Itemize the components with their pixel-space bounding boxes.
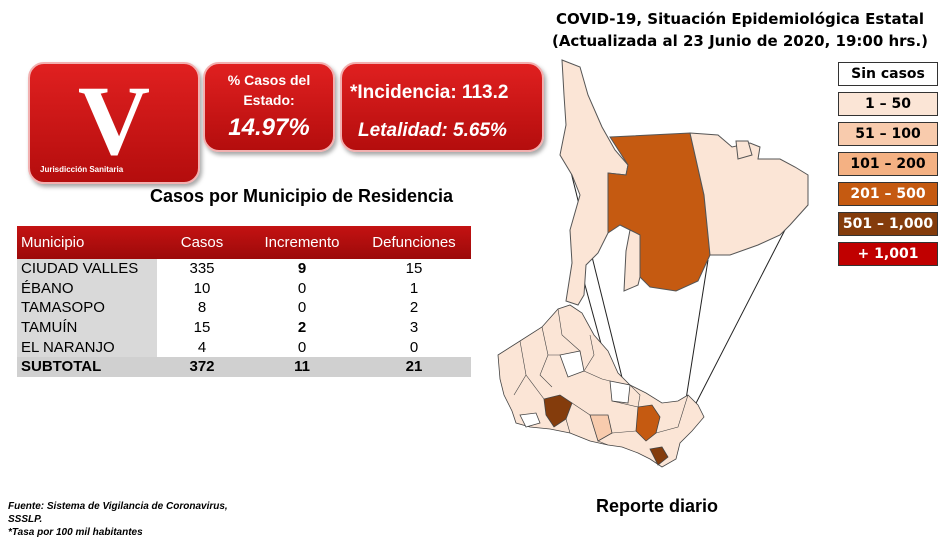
jurisdiction-tile: V Jurisdicción Sanitaria	[28, 62, 200, 184]
cell-incremento: 9	[247, 259, 357, 279]
incidence-tile: *Incidencia: 113.2 Letalidad: 5.65%	[340, 62, 544, 152]
cell-municipio: TAMUÍN	[17, 317, 157, 338]
page-title-line-1: COVID-19, Situación Epidemiológica Estat…	[555, 10, 925, 28]
legend-item: 501 – 1,000	[838, 212, 938, 236]
municipio-region	[735, 140, 753, 160]
page-title: COVID-19, Situación Epidemiológica Estat…	[540, 8, 940, 52]
municipio-region	[559, 59, 629, 306]
map-legend: Sin casos 1 – 50 51 – 100 101 – 200 201 …	[838, 62, 938, 272]
cell-incremento: 0	[247, 337, 357, 357]
table-row: TAMUÍN 15 2 3	[17, 317, 471, 338]
footer-note: *Tasa por 100 mil habitantes	[8, 527, 143, 538]
subtotal-row: SUBTOTAL 372 11 21	[17, 356, 471, 377]
cell-defunciones: 0	[357, 337, 471, 357]
cell-casos: 335	[157, 259, 247, 279]
table-row: ÉBANO 10 0 1	[17, 278, 471, 299]
col-header-municipio: Municipio	[17, 226, 157, 259]
col-header-casos: Casos	[157, 226, 247, 259]
table-title: Casos por Municipio de Residencia	[150, 186, 454, 206]
cell-defunciones: 3	[357, 317, 471, 338]
subtotal-incremento: 11	[247, 356, 357, 377]
zoom-region	[559, 59, 809, 306]
municipio-region	[519, 412, 541, 428]
state-outline	[497, 304, 705, 468]
cell-defunciones: 2	[357, 298, 471, 318]
col-header-incremento: Incremento	[247, 226, 357, 259]
table-row: TAMASOPO 8 0 2	[17, 298, 471, 318]
cell-casos: 10	[157, 278, 247, 299]
jurisdiction-caption: Jurisdicción Sanitaria	[40, 165, 124, 174]
cell-municipio: ÉBANO	[17, 278, 157, 299]
page-title-line-2: (Actualizada al 23 Junio de 2020, 19:00 …	[551, 32, 929, 50]
cell-municipio: EL NARANJO	[17, 337, 157, 357]
legend-item: 1 – 50	[838, 92, 938, 116]
subtotal-defunciones: 21	[357, 356, 471, 377]
table-header-row: Municipio Casos Incremento Defunciones	[17, 226, 471, 259]
cell-defunciones: 1	[357, 278, 471, 299]
legend-item: + 1,001	[838, 242, 938, 266]
cell-municipio: TAMASOPO	[17, 298, 157, 318]
municipio-region	[609, 380, 631, 404]
cell-casos: 8	[157, 298, 247, 318]
cell-incremento: 2	[247, 317, 357, 338]
state-percent-value: 14.97%	[228, 114, 310, 141]
municipio-region	[497, 304, 705, 468]
legend-item: 51 – 100	[838, 122, 938, 146]
footer-source-line-1: Fuente: Sistema de Vigilancia de Coronav…	[8, 501, 228, 512]
table-row: CIUDAD VALLES 335 9 15	[17, 259, 471, 279]
municipio-region	[623, 229, 641, 292]
legend-item: 201 – 500	[838, 182, 938, 206]
footer-source: Fuente: Sistema de Vigilancia de Coronav…	[8, 500, 228, 539]
municipio-region	[649, 446, 669, 466]
subtotal-label: SUBTOTAL	[17, 356, 157, 377]
cases-table: Municipio Casos Incremento Defunciones C…	[17, 226, 471, 377]
state-percent-tile: % Casos del Estado: 14.97%	[203, 62, 335, 152]
municipio-region	[607, 132, 711, 292]
cell-incremento: 0	[247, 298, 357, 318]
lethality-value: Letalidad: 5.65%	[358, 120, 507, 141]
legend-item: Sin casos	[838, 62, 938, 86]
cell-municipio: CIUDAD VALLES	[17, 259, 157, 279]
report-label: Reporte diario	[596, 496, 719, 516]
cell-casos: 15	[157, 317, 247, 338]
footer-source-line-2: SSSLP.	[8, 514, 43, 525]
jurisdiction-letter: V	[77, 65, 151, 176]
state-percent-label: % Casos del Estado:	[227, 72, 311, 108]
state-map	[497, 59, 809, 468]
legend-item: 101 – 200	[838, 152, 938, 176]
cell-defunciones: 15	[357, 259, 471, 279]
cell-casos: 4	[157, 337, 247, 357]
incidence-value: *Incidencia: 113.2	[350, 82, 509, 103]
table-row: EL NARANJO 4 0 0	[17, 337, 471, 357]
municipal-boundaries	[513, 308, 689, 446]
col-header-defunciones: Defunciones	[357, 226, 471, 259]
cell-incremento: 0	[247, 278, 357, 299]
subtotal-casos: 372	[157, 356, 247, 377]
